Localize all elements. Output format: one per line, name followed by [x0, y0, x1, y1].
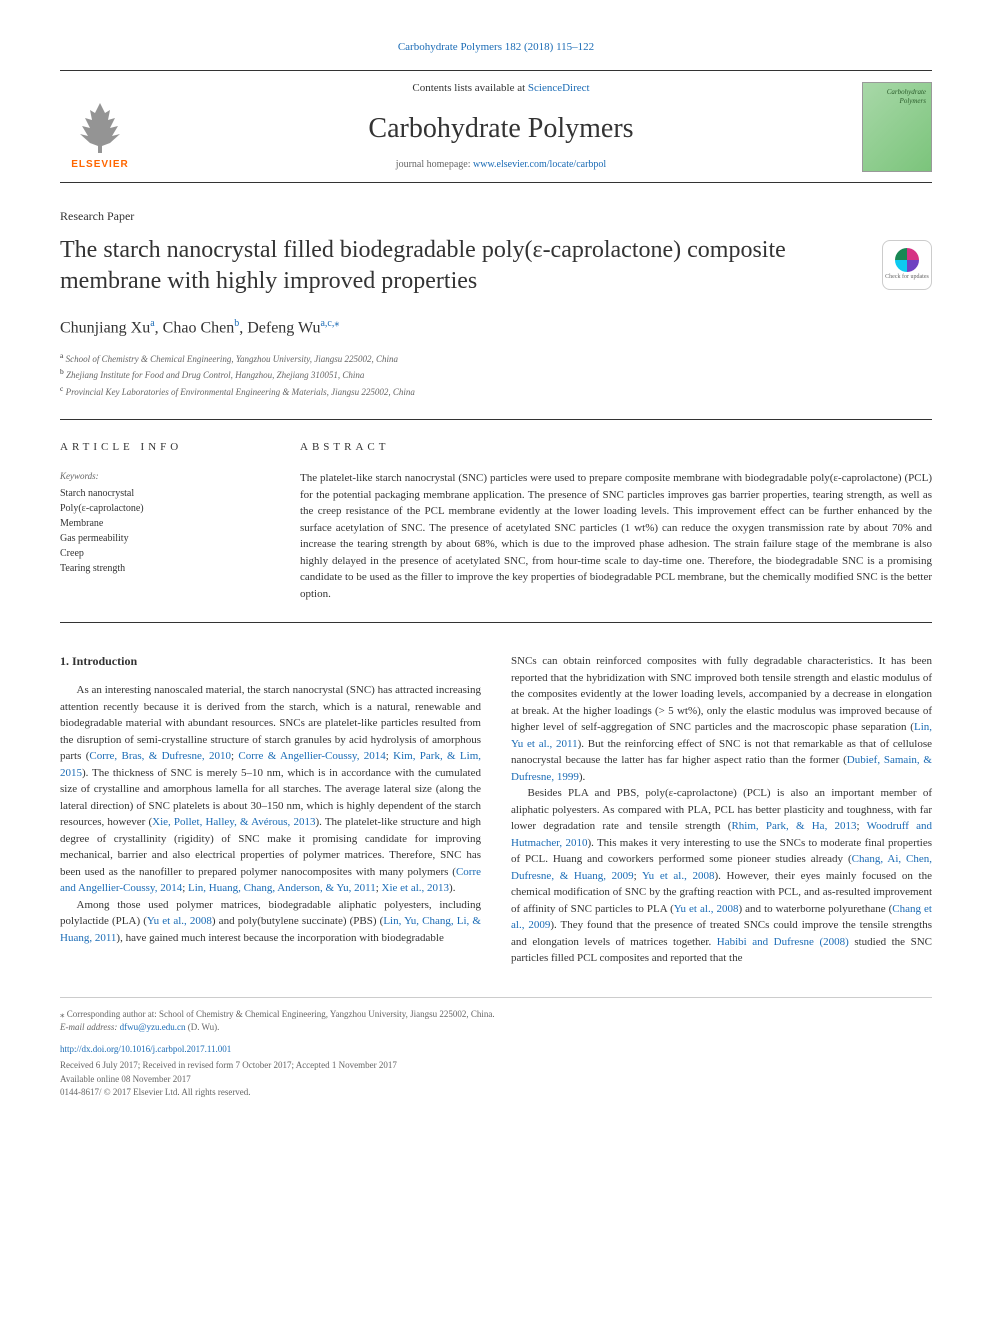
crossmark-text: Check for updates	[885, 274, 929, 282]
p1h: ).	[449, 882, 455, 894]
title-text: The starch nanocrystal filled biodegrada…	[60, 237, 786, 294]
p2b: ) and poly(butylene succinate) (PBS) (	[212, 915, 383, 927]
journal-cover: Carbohydrate Polymers	[862, 82, 932, 172]
body-column-right: SNCs can obtain reinforced composites wi…	[511, 653, 932, 967]
article-info-column: ARTICLE INFO Keywords: Starch nanocrysta…	[60, 440, 260, 602]
email-link[interactable]: dfwu@yzu.edu.cn	[120, 1022, 186, 1032]
header-center: Contents lists available at ScienceDirec…	[140, 81, 862, 172]
abstract-text: The platelet-like starch nanocrystal (SN…	[300, 470, 932, 602]
ref-xie-2013[interactable]: Xie, Pollet, Halley, & Avérous, 2013	[152, 816, 315, 828]
body-text-left: As an interesting nanoscaled material, t…	[60, 682, 481, 946]
sciencedirect-link[interactable]: ScienceDirect	[528, 82, 590, 94]
abstract-header: ABSTRACT	[300, 440, 932, 455]
article-info-header: ARTICLE INFO	[60, 440, 260, 455]
homepage-line: journal homepage: www.elsevier.com/locat…	[140, 158, 862, 172]
crossmark-icon	[895, 248, 919, 272]
p2c: ), have gained much interest because the…	[116, 932, 443, 944]
email-suffix: (D. Wu).	[185, 1022, 219, 1032]
citation-header: Carbohydrate Polymers 182 (2018) 115–122	[60, 40, 932, 55]
affiliation-a: a School of Chemistry & Chemical Enginee…	[60, 350, 932, 366]
journal-name: Carbohydrate Polymers	[140, 109, 862, 148]
affiliation-b: b Zhejiang Institute for Food and Drug C…	[60, 366, 932, 382]
intro-section-title: 1. Introduction	[60, 653, 481, 670]
doi-link[interactable]: http://dx.doi.org/10.1016/j.carbpol.2017…	[60, 1043, 932, 1057]
journal-cover-text: Carbohydrate Polymers	[863, 88, 926, 108]
article-type: Research Paper	[60, 208, 932, 225]
ref-xie-2013b[interactable]: Xie et al., 2013	[382, 882, 450, 894]
journal-header-box: ELSEVIER Contents lists available at Sci…	[60, 70, 932, 183]
homepage-link[interactable]: www.elsevier.com/locate/carbpol	[473, 159, 606, 170]
body-column-left: 1. Introduction As an interesting nanosc…	[60, 653, 481, 967]
copyright: 0144-8617/ © 2017 Elsevier Ltd. All righ…	[60, 1086, 932, 1100]
homepage-text: journal homepage:	[396, 159, 473, 170]
ref-corre-2010[interactable]: Corre, Bras, & Dufresne, 2010	[89, 750, 231, 762]
abstract-column: ABSTRACT The platelet-like starch nanocr…	[300, 440, 932, 602]
c2p2d: ;	[634, 870, 642, 882]
email-label: E-mail address:	[60, 1022, 120, 1032]
corresponding-author: ⁎ Corresponding author at: School of Che…	[60, 1008, 932, 1035]
c2p1c: ).	[579, 771, 585, 783]
info-abstract-section: ARTICLE INFO Keywords: Starch nanocrysta…	[60, 419, 932, 623]
intro-para-2: Among those used polymer matrices, biode…	[60, 897, 481, 947]
ref-habibi-2008[interactable]: Habibi and Dufresne (2008)	[717, 936, 849, 948]
body-columns: 1. Introduction As an interesting nanosc…	[60, 653, 932, 967]
body-text-right: SNCs can obtain reinforced composites wi…	[511, 653, 932, 967]
corr-label: ⁎ Corresponding author at: School of Che…	[60, 1008, 932, 1022]
elsevier-text: ELSEVIER	[71, 158, 128, 172]
dates: Received 6 July 2017; Received in revise…	[60, 1059, 932, 1073]
intro-para-3: Besides PLA and PBS, poly(ε-caprolactone…	[511, 785, 932, 967]
ref-corre-2014[interactable]: Corre & Angellier-Coussy, 2014	[238, 750, 385, 762]
affiliations: a School of Chemistry & Chemical Enginee…	[60, 350, 932, 399]
affiliation-c: c Provincial Key Laboratories of Environ…	[60, 383, 932, 399]
author-3: , Defeng Wu	[239, 319, 320, 336]
aff-b-text: Zhejiang Institute for Food and Drug Con…	[66, 370, 364, 380]
footer: ⁎ Corresponding author at: School of Che…	[60, 997, 932, 1100]
keywords-list: Starch nanocrystalPoly(ε-caprolactone)Me…	[60, 486, 260, 576]
author-3-sup: a,c,	[320, 318, 334, 329]
c2p2f: ) and to waterborne polyurethane (	[738, 903, 892, 915]
intro-para-1: As an interesting nanoscaled material, t…	[60, 682, 481, 897]
author-2: , Chao Chen	[155, 319, 235, 336]
author-1: Chunjiang Xu	[60, 319, 150, 336]
author-3-star: ⁎	[334, 318, 339, 329]
email-line: E-mail address: dfwu@yzu.edu.cn (D. Wu).	[60, 1021, 932, 1035]
ref-yu-2008[interactable]: Yu et al., 2008	[147, 915, 212, 927]
keywords-label: Keywords:	[60, 470, 260, 483]
c2p2b: ;	[857, 820, 867, 832]
contents-line: Contents lists available at ScienceDirec…	[140, 81, 862, 96]
elsevier-logo: ELSEVIER	[60, 82, 140, 172]
article-title: The starch nanocrystal filled biodegrada…	[60, 235, 932, 297]
ref-lin-2011[interactable]: Lin, Huang, Chang, Anderson, & Yu, 2011	[188, 882, 376, 894]
ref-yu-2008c[interactable]: Yu et al., 2008	[674, 903, 739, 915]
intro-para-2-cont: SNCs can obtain reinforced composites wi…	[511, 653, 932, 785]
elsevier-tree-icon	[70, 98, 130, 158]
ref-rhim-2013[interactable]: Rhim, Park, & Ha, 2013	[731, 820, 856, 832]
aff-a-text: School of Chemistry & Chemical Engineeri…	[66, 354, 398, 364]
authors-line: Chunjiang Xua, Chao Chenb, Defeng Wua,c,…	[60, 317, 932, 340]
aff-c-text: Provincial Key Laboratories of Environme…	[66, 387, 415, 397]
crossmark-badge[interactable]: Check for updates	[882, 240, 932, 290]
contents-text: Contents lists available at	[412, 82, 527, 94]
c2p1a: SNCs can obtain reinforced composites wi…	[511, 655, 932, 733]
available-online: Available online 08 November 2017	[60, 1073, 932, 1087]
ref-yu-2008b[interactable]: Yu et al., 2008	[642, 870, 715, 882]
